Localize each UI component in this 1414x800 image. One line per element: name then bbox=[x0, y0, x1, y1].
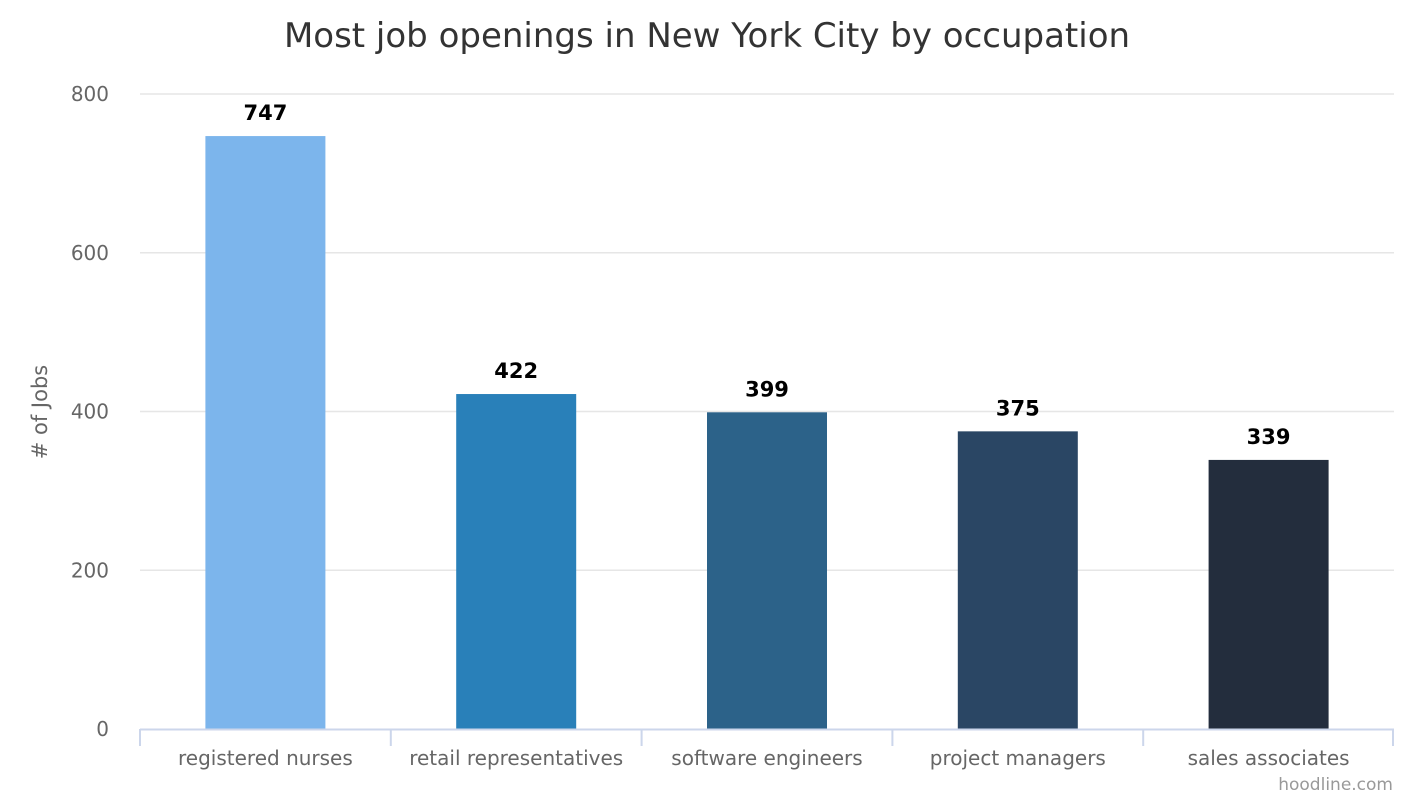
bars bbox=[205, 136, 1329, 730]
category-label: project managers bbox=[930, 746, 1106, 770]
y-tick-label: 600 bbox=[71, 241, 109, 265]
y-tick-label: 0 bbox=[96, 717, 109, 741]
bar-registered-nurses bbox=[205, 136, 326, 730]
bar-sales-associates bbox=[1208, 459, 1329, 729]
data-labels: 747 422 399 375 339 bbox=[243, 101, 1290, 449]
bar-retail-representatives bbox=[456, 394, 577, 729]
data-label: 747 bbox=[243, 101, 287, 125]
category-label: sales associates bbox=[1188, 746, 1350, 770]
bar-software-engineers bbox=[707, 412, 827, 729]
data-label: 339 bbox=[1247, 425, 1291, 449]
category-label: software engineers bbox=[671, 746, 862, 770]
data-label: 399 bbox=[745, 377, 789, 401]
category-label: registered nurses bbox=[178, 746, 353, 770]
category-labels: registered nurses retail representatives s… bbox=[178, 746, 1350, 770]
y-tick-label: 800 bbox=[71, 82, 109, 106]
bar-project-managers bbox=[957, 431, 1078, 729]
y-axis-ticks: 0 200 400 600 800 bbox=[71, 82, 109, 741]
y-axis-title: # of Jobs bbox=[28, 365, 52, 460]
y-tick-label: 400 bbox=[71, 400, 109, 424]
data-label: 375 bbox=[996, 396, 1040, 420]
x-axis bbox=[139, 728, 1394, 746]
credit-text: hoodline.com bbox=[1278, 775, 1393, 795]
data-label: 422 bbox=[494, 359, 538, 383]
y-tick-label: 200 bbox=[71, 558, 109, 582]
chart-title: Most job openings in New York City by oc… bbox=[284, 16, 1130, 56]
category-label: retail representatives bbox=[409, 746, 623, 770]
